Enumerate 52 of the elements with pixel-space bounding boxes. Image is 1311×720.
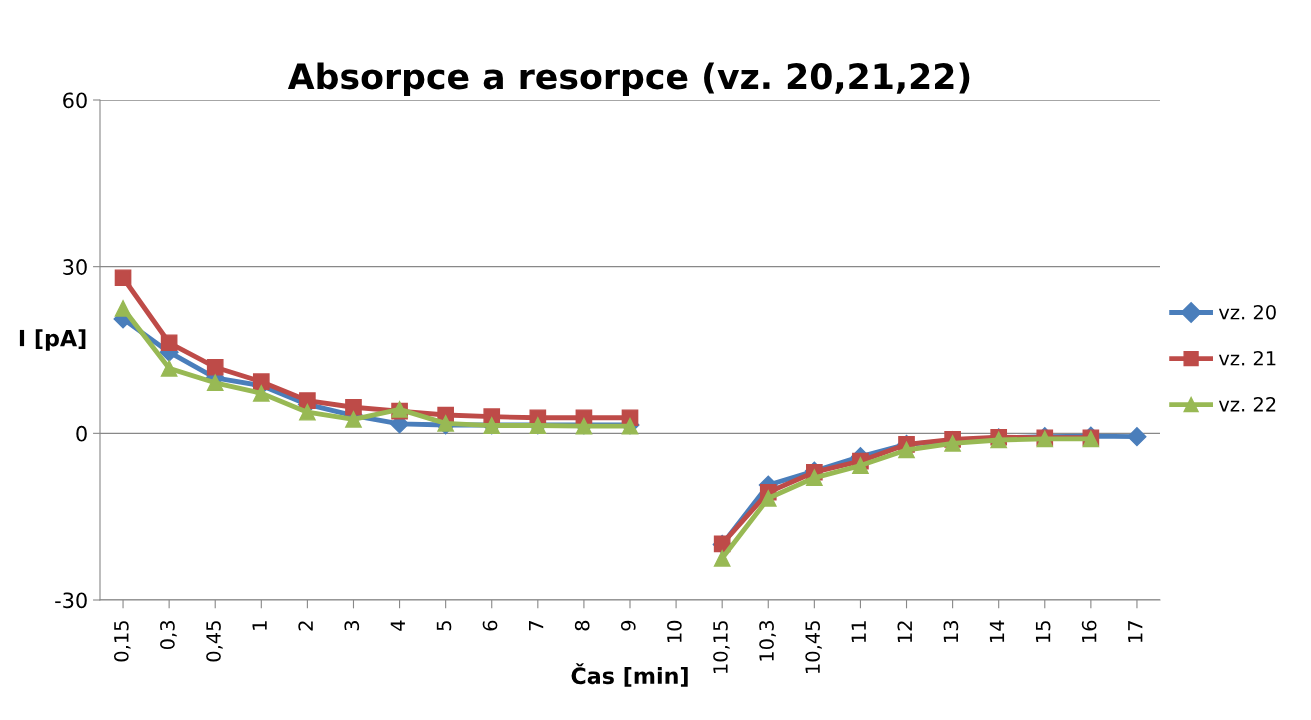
x-tick-label: 0,15 <box>113 621 131 662</box>
y-tick-label: -30 <box>55 592 87 609</box>
x-tick-label: 14 <box>989 620 1005 643</box>
x-tick-label: 6 <box>482 620 498 631</box>
point <box>299 392 316 409</box>
x-tick-label: 1 <box>252 621 267 630</box>
y-axis-title: I [pA] <box>19 329 86 351</box>
point <box>852 457 869 474</box>
x-tick-label: 15 <box>1035 621 1051 643</box>
x-tick-label: 16 <box>1081 620 1097 643</box>
point <box>114 299 132 317</box>
x-tick-label: 13 <box>943 621 959 643</box>
point <box>252 373 270 391</box>
point <box>806 469 823 487</box>
x-tick-label: 10,3 <box>759 621 776 661</box>
point <box>345 411 362 428</box>
y-tick-label: 0 <box>76 425 87 442</box>
y-tick-label: 60 <box>63 92 87 109</box>
point <box>206 374 224 392</box>
x-tick-label: 12 <box>897 621 912 643</box>
x-tick-label: 4 <box>390 620 405 631</box>
x-tick-label: 8 <box>574 620 590 631</box>
x-tick-label: 10 <box>667 620 682 643</box>
point <box>252 384 270 402</box>
legend-label: vz. 20 <box>1218 304 1276 320</box>
point <box>898 441 915 459</box>
x-tick-label: 5 <box>436 621 452 631</box>
x-tick-label: 10,15 <box>713 621 730 673</box>
x-tick-label: 9 <box>620 620 636 631</box>
point <box>713 549 731 567</box>
chart-title: Absorpce a resorpce (vz. 20,21,22) <box>287 62 970 97</box>
point <box>299 403 316 421</box>
point <box>114 269 132 287</box>
legend-label: vz. 22 <box>1218 396 1276 412</box>
point <box>1127 427 1147 447</box>
x-tick-label: 0,3 <box>160 621 177 650</box>
point <box>944 434 961 452</box>
x-tick-label: 3 <box>344 621 360 631</box>
point <box>160 334 178 352</box>
x-tick-label: 10,45 <box>805 621 822 673</box>
x-tick-label: 17 <box>1128 621 1143 643</box>
x-tick-label: 11 <box>851 621 866 643</box>
point <box>759 489 777 507</box>
x-tick-label: 2 <box>298 621 313 631</box>
point <box>160 359 178 377</box>
legend-label: vz. 21 <box>1218 350 1276 366</box>
x-tick-label: 0,45 <box>206 621 223 662</box>
point <box>345 398 362 416</box>
point <box>206 358 224 376</box>
x-tick-label: 7 <box>529 621 544 631</box>
x-axis-title: Čas [min] <box>571 663 688 687</box>
y-tick-label: 30 <box>63 259 87 275</box>
